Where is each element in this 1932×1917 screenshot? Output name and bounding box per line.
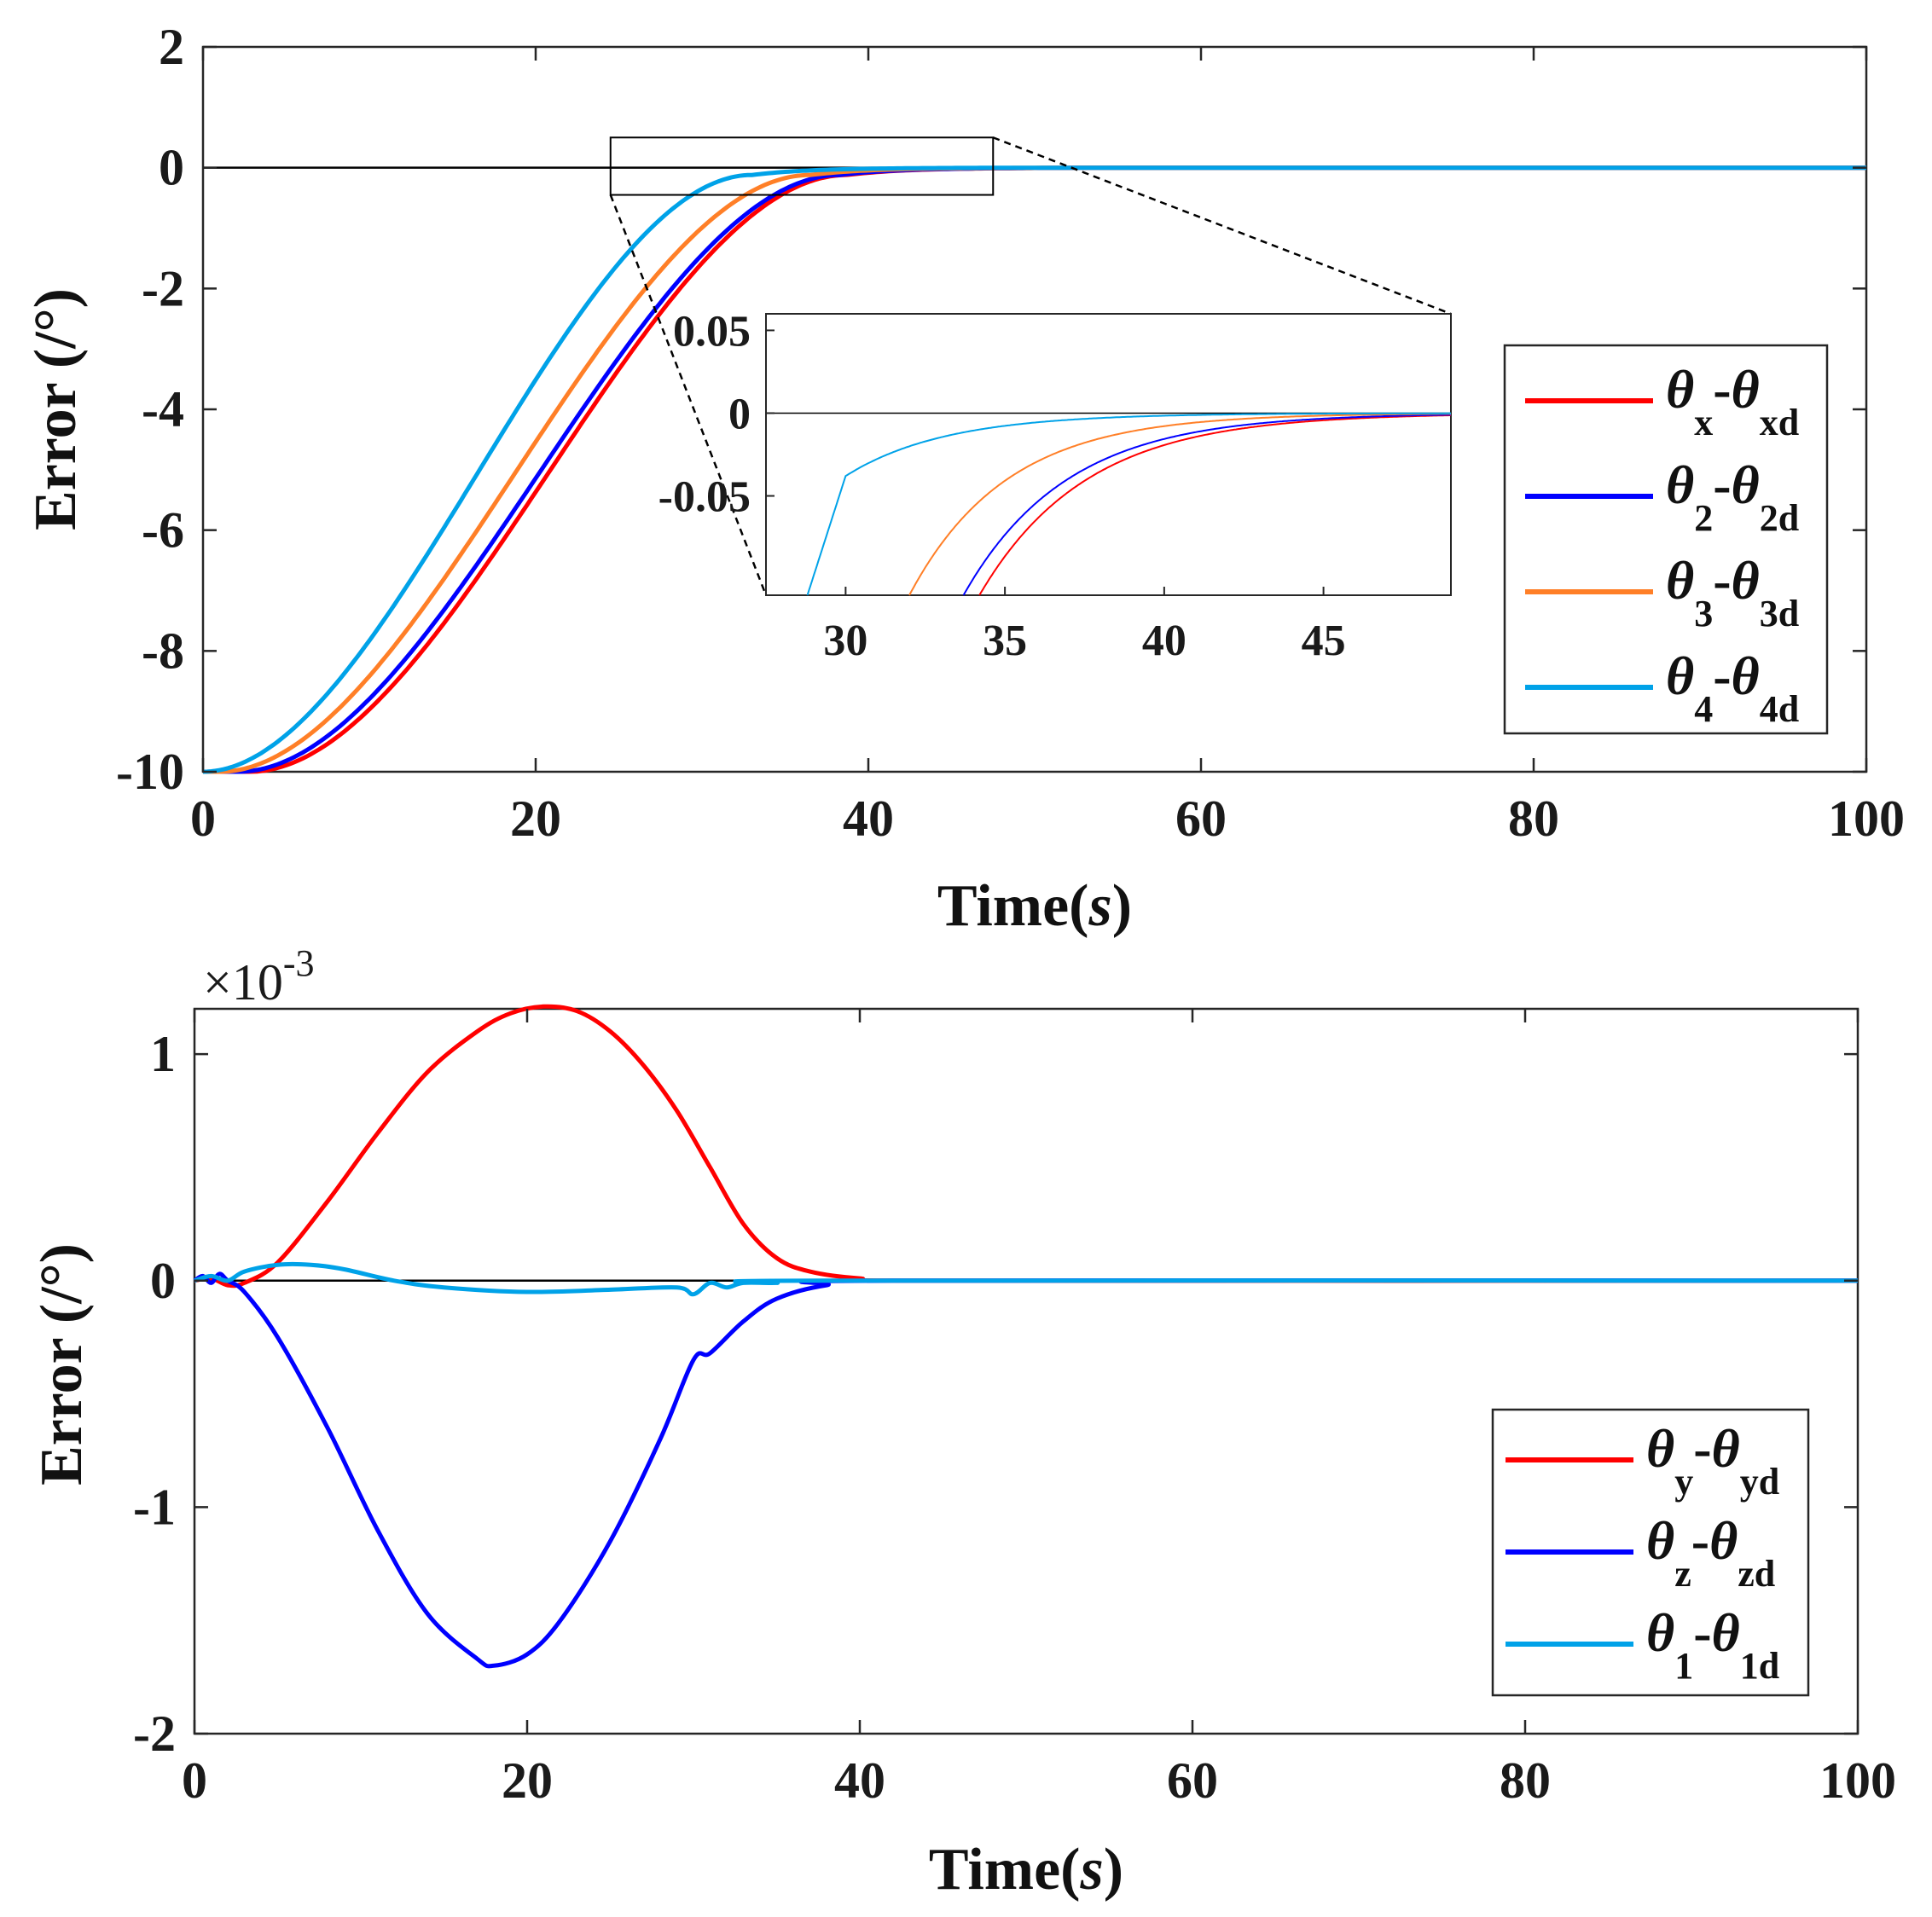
top-legend-label: θ3-θ3d — [1666, 550, 1799, 634]
top-legend-label: θx-θxd — [1666, 359, 1799, 443]
bottom-legend-label: θ1-θ1d — [1646, 1602, 1779, 1687]
inset-x-tick-label: 35 — [983, 617, 1027, 665]
bottom-legend-label: θz-θzd — [1646, 1510, 1775, 1595]
top-y-tick-label: 0 — [159, 140, 184, 196]
top-series-line-4 — [202, 165, 1866, 774]
inset-series-line-4 — [806, 412, 1451, 596]
top-x-axis-label: Time(s) — [937, 873, 1132, 939]
bottom-x-tick-label: 100 — [1819, 1752, 1896, 1809]
top-x-tick-label: 40 — [843, 791, 894, 847]
inset-x-tick-label: 40 — [1142, 617, 1186, 665]
inset-x-tick-label: 45 — [1302, 617, 1346, 665]
inset-x-tick-label: 30 — [823, 617, 867, 665]
exponent-label: ×10-3 — [203, 942, 315, 1011]
top-legend-box — [1503, 344, 1829, 735]
inset-series-line-3 — [908, 413, 1451, 596]
bottom-chart: 0 20 40 60 80 100 1 0 -1 -2 ×10-3 θy-θydθz-θzdθ1… — [29, 942, 1896, 1903]
bottom-x-axis-label: Time(s) — [929, 1837, 1123, 1903]
bottom-y-tick-label: -2 — [133, 1706, 176, 1762]
bottom-x-tick-label: 0 — [182, 1752, 207, 1809]
inset-series-line-x — [978, 414, 1451, 596]
bottom-y-axis-label: Error (/°) — [29, 1243, 95, 1486]
top-y-tick-label: -4 — [142, 381, 184, 437]
inset-y-tick-label: 0.05 — [673, 307, 751, 356]
bottom-y-tick-label: 1 — [150, 1026, 176, 1082]
bottom-y-tick-label: 0 — [150, 1253, 176, 1309]
top-x-tick-label: 80 — [1508, 791, 1559, 847]
bottom-x-tick-label: 20 — [502, 1752, 553, 1809]
inset-series-line-2 — [962, 414, 1452, 596]
inset-y-tick-label: -0.05 — [659, 473, 751, 522]
top-legend-label: θ2-θ2d — [1666, 455, 1799, 539]
top-y-tick-label: -8 — [142, 623, 184, 679]
inset-chart: 30 35 40 45 0.05 0 -0.05 — [659, 307, 1452, 665]
bottom-y-tick-label: -1 — [133, 1479, 176, 1535]
top-x-tick-label: 20 — [510, 791, 561, 847]
top-y-axis-label: Error (/°) — [23, 288, 89, 530]
bottom-x-tick-label: 80 — [1500, 1752, 1551, 1809]
inset-y-tick-label: 0 — [728, 390, 751, 438]
top-x-tick-label: 100 — [1828, 791, 1905, 847]
top-y-tick-label: -2 — [142, 260, 184, 316]
top-legend-label: θ4-θ4d — [1666, 646, 1799, 730]
top-y-tick-label: 2 — [159, 19, 184, 75]
inset-plot-area — [765, 313, 1452, 596]
top-y-tick-label: -10 — [116, 744, 184, 800]
zoom-connector-top — [992, 136, 1452, 316]
bottom-x-tick-label: 60 — [1167, 1752, 1218, 1809]
top-x-tick-label: 0 — [190, 791, 216, 847]
bottom-series-line-1 — [194, 1261, 1859, 1297]
top-legend: θx-θxd θ2-θ2d θ3-θ3d θ4-θ4d — [1503, 344, 1829, 735]
bottom-x-tick-label: 40 — [834, 1752, 885, 1809]
zoom-region-box — [609, 136, 995, 196]
top-y-tick-label: -6 — [142, 502, 184, 559]
top-x-tick-label: 60 — [1175, 791, 1227, 847]
bottom-legend-label: θy-θyd — [1646, 1418, 1779, 1503]
top-chart: 0 20 40 60 80 100 20-2-4-6-8-10 30 35 40 45 0.05… — [23, 19, 1905, 939]
